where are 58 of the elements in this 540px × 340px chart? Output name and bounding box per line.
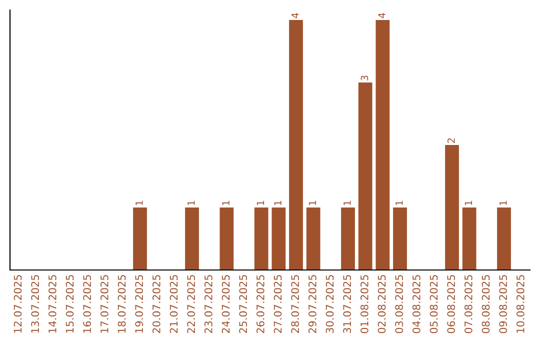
bar <box>341 208 355 270</box>
x-tick-label: 09.08.2025 <box>499 275 508 334</box>
bar <box>358 82 372 270</box>
data-label: 1 <box>136 200 143 206</box>
bar <box>133 208 147 270</box>
data-label: 4 <box>378 12 386 18</box>
data-label: 1 <box>500 200 507 206</box>
bar <box>462 208 476 270</box>
x-tick-label: 07.08.2025 <box>464 275 472 334</box>
x-tick-label: 01.08.2025 <box>360 275 368 334</box>
x-tick-label: 06.08.2025 <box>447 275 456 334</box>
x-tick-label: 02.08.2025 <box>378 275 386 334</box>
data-label: 1 <box>344 200 351 206</box>
x-tick-label: 28.07.2025 <box>291 275 300 334</box>
data-label: 4 <box>292 12 299 18</box>
x-tick-label: 15.07.2025 <box>66 275 74 333</box>
bar <box>220 208 234 270</box>
x-tick-label: 17.07.2025 <box>100 275 108 333</box>
bar <box>393 208 407 270</box>
data-label: 1 <box>188 200 195 206</box>
x-tick-label: 08.08.2025 <box>482 275 490 334</box>
x-tick-label: 04.08.2025 <box>412 275 420 334</box>
bar <box>185 208 199 270</box>
data-label: 2 <box>447 138 455 143</box>
data-label: 1 <box>256 200 264 206</box>
bar <box>445 145 459 270</box>
data-label: 1 <box>274 200 282 206</box>
x-tick-label: 14.07.2025 <box>48 275 56 333</box>
bar <box>497 208 511 270</box>
x-tick-label: 19.07.2025 <box>135 275 144 333</box>
bar <box>254 208 268 270</box>
x-tick-label: 05.08.2025 <box>430 275 438 334</box>
data-label: 1 <box>396 200 403 206</box>
x-tick-label: 12.07.2025 <box>14 275 22 333</box>
x-tick-label: 20.07.2025 <box>152 275 160 334</box>
x-tick-label: 16.07.2025 <box>83 275 92 333</box>
x-tick-label: 23.07.2025 <box>204 275 212 334</box>
x-tick-label: 30.07.2025 <box>326 275 334 334</box>
bar <box>272 208 286 270</box>
bar <box>306 208 320 270</box>
x-tick-label: 25.07.2025 <box>239 275 248 334</box>
x-tick-label: 26.07.2025 <box>256 275 264 334</box>
x-tick-label: 10.08.2025 <box>516 275 524 333</box>
data-label: 1 <box>308 200 316 206</box>
x-tick-label: 31.07.2025 <box>343 275 352 334</box>
x-tick-label: 29.07.2025 <box>308 275 316 334</box>
x-tick-label: 03.08.2025 <box>395 275 404 334</box>
x-tick-label: 18.07.2025 <box>118 275 126 333</box>
x-tick-label: 13.07.2025 <box>31 275 40 333</box>
x-tick-label: 27.07.2025 <box>274 275 282 334</box>
bar <box>289 20 303 270</box>
data-label: 3 <box>360 76 368 80</box>
x-tick-label: 24.07.2025 <box>222 275 230 334</box>
x-tick-label: 22.07.2025 <box>187 275 196 334</box>
x-tick-label: 21.07.2025 <box>170 275 178 334</box>
data-label: 1 <box>464 200 472 206</box>
data-label: 1 <box>222 200 230 206</box>
bar <box>376 20 390 270</box>
